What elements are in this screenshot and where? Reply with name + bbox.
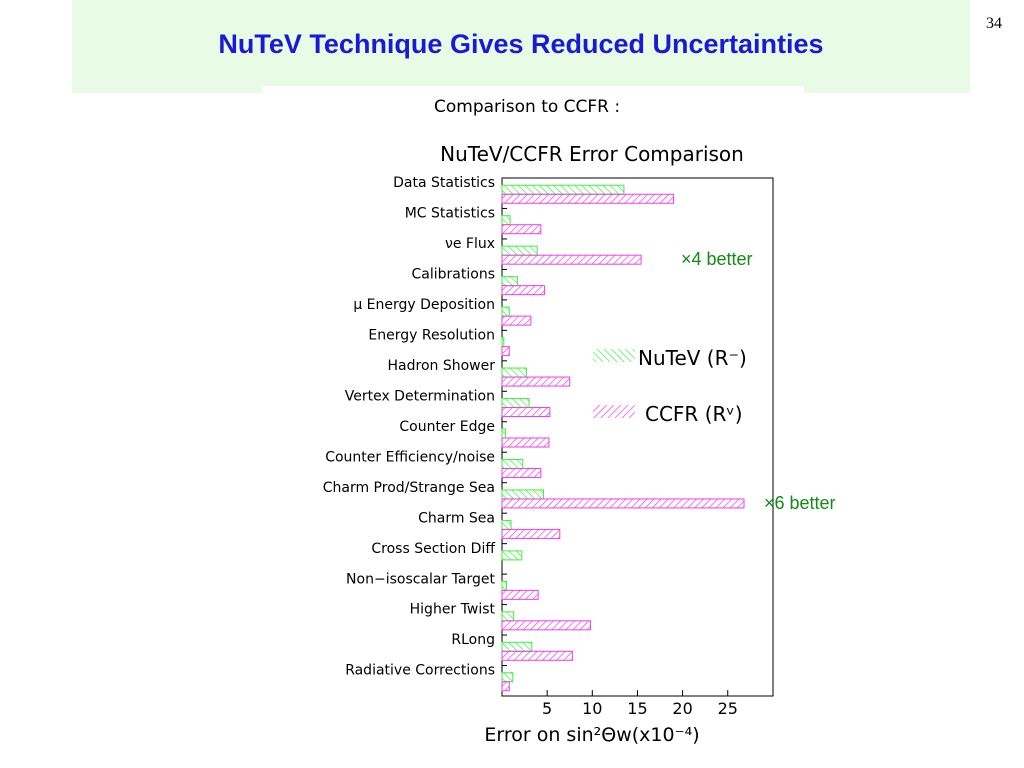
title-band bbox=[72, 0, 970, 93]
legend-label-nutev: NuTeV (R⁻) bbox=[638, 346, 747, 370]
category-label: Hadron Shower bbox=[388, 358, 496, 374]
ccfr-bar bbox=[501, 315, 532, 326]
ccfr-bar bbox=[501, 376, 571, 387]
annotation-x6-better: ×6 better bbox=[764, 493, 836, 513]
nutev-bar bbox=[501, 458, 524, 469]
nutev-bar bbox=[501, 672, 514, 683]
legend-swatch-nutev bbox=[593, 349, 635, 362]
annotation-x4-better: ×4 better bbox=[681, 249, 753, 269]
chart-title: NuTeV/CCFR Error Comparison bbox=[440, 142, 744, 166]
category-label: Charm Sea bbox=[418, 510, 495, 526]
nutev-bar bbox=[501, 276, 518, 287]
nutev-bar bbox=[501, 428, 507, 439]
nutev-bar bbox=[501, 398, 530, 409]
ccfr-bar bbox=[501, 285, 545, 296]
ccfr-bar bbox=[501, 681, 510, 692]
page-number: 34 bbox=[986, 15, 1002, 32]
legend-swatch-ccfr bbox=[593, 405, 635, 418]
category-label: Cross Section Diff bbox=[371, 541, 495, 557]
nutev-bar bbox=[501, 245, 538, 256]
nutev-bar bbox=[501, 306, 510, 317]
nutev-bar bbox=[501, 337, 505, 348]
category-label: μ Energy Deposition bbox=[353, 297, 495, 313]
category-label: Energy Resolution bbox=[368, 327, 495, 343]
nutev-bar bbox=[501, 367, 527, 378]
nutev-bar bbox=[501, 215, 511, 226]
category-label: Higher Twist bbox=[410, 602, 496, 618]
nutev-bar bbox=[501, 641, 533, 652]
category-label: Counter Efficiency/noise bbox=[325, 449, 495, 465]
ccfr-bar bbox=[501, 407, 551, 418]
x-tick-label: 25 bbox=[718, 699, 738, 718]
category-label: νe Flux bbox=[445, 236, 495, 252]
slide-title: NuTeV Technique Gives Reduced Uncertaint… bbox=[218, 29, 824, 59]
category-label: Calibrations bbox=[412, 267, 495, 283]
x-tick-label: 5 bbox=[542, 699, 552, 718]
legend-label-ccfr: CCFR (Rᵛ) bbox=[645, 402, 743, 426]
category-label: Charm Prod/Strange Sea bbox=[323, 480, 495, 496]
nutev-bar bbox=[501, 184, 625, 195]
ccfr-bar bbox=[501, 620, 591, 631]
category-label: Non−isoscalar Target bbox=[346, 571, 495, 587]
ccfr-bar bbox=[501, 437, 550, 448]
x-axis-label: Error on sin²Θw(x10⁻⁴) bbox=[484, 724, 699, 746]
category-label: Counter Edge bbox=[399, 419, 495, 435]
nutev-bar bbox=[501, 611, 515, 622]
ccfr-bar bbox=[501, 224, 542, 235]
category-label: RLong bbox=[451, 632, 495, 648]
category-label: Radiative Corrections bbox=[345, 663, 495, 679]
ccfr-bar bbox=[501, 254, 642, 265]
ccfr-bar bbox=[501, 589, 539, 600]
nutev-bar bbox=[501, 580, 508, 591]
ccfr-bar bbox=[501, 650, 573, 661]
ccfr-bar bbox=[501, 467, 542, 478]
x-tick-label: 15 bbox=[627, 699, 647, 718]
ccfr-bar bbox=[501, 193, 675, 204]
x-tick-label: 10 bbox=[582, 699, 602, 718]
ccfr-bar bbox=[501, 528, 561, 539]
nutev-bar bbox=[501, 550, 523, 561]
nutev-bar bbox=[501, 489, 545, 500]
category-label: MC Statistics bbox=[405, 206, 495, 222]
category-label: Vertex Determination bbox=[345, 388, 495, 404]
x-tick-label: 20 bbox=[672, 699, 692, 718]
nutev-bar bbox=[501, 519, 512, 530]
category-label: Data Statistics bbox=[393, 175, 495, 191]
ccfr-bar bbox=[501, 346, 510, 357]
ccfr-bar bbox=[501, 498, 745, 509]
chart-heading: Comparison to CCFR : bbox=[434, 97, 620, 117]
